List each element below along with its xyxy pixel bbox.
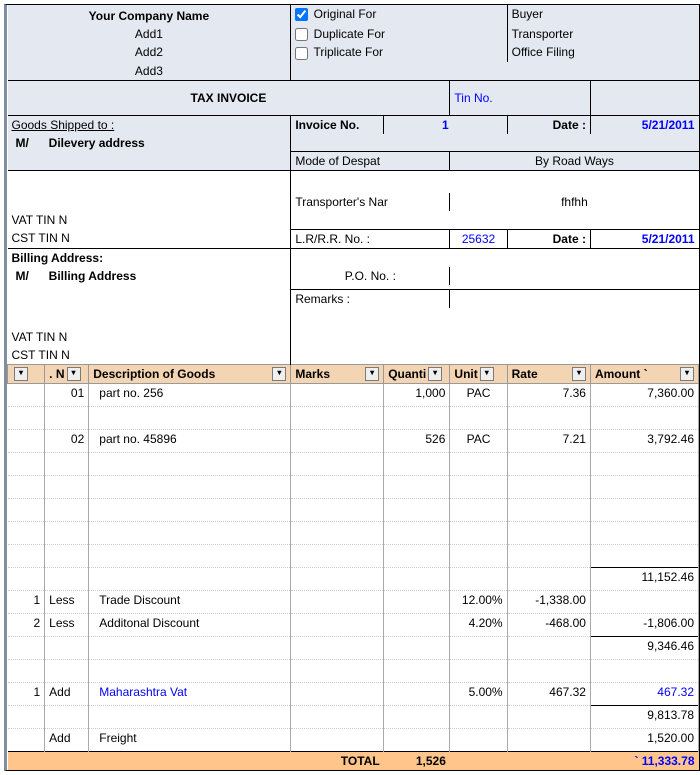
ship-prefix: M/: [8, 134, 45, 152]
col-amt[interactable]: Amount `▾: [590, 364, 698, 384]
duplicate-checkbox[interactable]: [295, 28, 308, 41]
po-label: P.O. No. :: [291, 267, 450, 285]
col-desc[interactable]: Description of Goods▾: [89, 364, 291, 384]
invoice-date: 5/21/2011: [590, 116, 698, 134]
bill-vat: VAT TIN N: [8, 328, 291, 346]
mode-label: Mode of Despat: [291, 152, 450, 171]
charge-row: 1 Less Trade Discount 12.00% -1,338.00: [8, 591, 699, 614]
transporter-label: Transporter's Nar: [291, 193, 450, 211]
total-amt: ` 11,333.78: [590, 752, 698, 771]
invoice-date-label: Date :: [507, 116, 590, 134]
subtotal: 11,152.46: [590, 568, 698, 591]
bill-name: Billing Address: [45, 267, 291, 285]
after-tax: 9,813.78: [590, 706, 698, 729]
original-checkbox[interactable]: [295, 8, 308, 21]
remarks-label: Remarks :: [291, 289, 450, 308]
company-add1: Add1: [8, 25, 291, 43]
freight-row: Add Freight 1,520.00: [8, 729, 699, 752]
col-n[interactable]: . N▾: [45, 364, 89, 384]
lr-value: 25632: [450, 229, 507, 248]
total-label: TOTAL: [291, 752, 384, 771]
bill-cst: CST TIN N: [8, 346, 291, 365]
item-row: 02 part no. 45896 526 PAC 7.21 3,792.46: [8, 430, 699, 453]
item-unit: PAC: [450, 384, 507, 407]
item-desc: part no. 256: [89, 384, 291, 407]
col-marks[interactable]: Marks▾: [291, 364, 384, 384]
duplicate-label: Duplicate For: [314, 27, 385, 41]
item-qty: 1,000: [384, 384, 450, 407]
ship-cst: CST TIN N: [8, 229, 291, 248]
ship-name: Dilevery address: [45, 134, 291, 152]
col-rate[interactable]: Rate▾: [507, 364, 590, 384]
triplicate-checkbox[interactable]: [295, 47, 308, 60]
item-n: 01: [45, 384, 89, 407]
mode-value: By Road Ways: [450, 152, 699, 171]
after-discount: 9,346.46: [590, 637, 698, 660]
item-amt: 7,360.00: [590, 384, 698, 407]
bill-prefix: M/: [8, 267, 45, 285]
invoice-no-label: Invoice No.: [291, 116, 384, 134]
company-add2: Add2: [8, 43, 291, 61]
ship-vat: VAT TIN N: [8, 211, 291, 229]
col-unit[interactable]: Unit▾: [450, 364, 507, 384]
item-row: 01 part no. 256 1,000 PAC 7.36 7,360.00: [8, 384, 699, 407]
col-blank[interactable]: ▾: [8, 364, 45, 384]
col-qty[interactable]: Quanti▾: [384, 364, 450, 384]
company-add3: Add3: [8, 62, 291, 81]
company-name: Your Company Name: [8, 5, 291, 25]
transporter-value: fhfhh: [450, 193, 699, 211]
invoice-no: 1: [384, 116, 507, 134]
lr-label: L.R/R.R. No. :: [291, 229, 450, 248]
duplicate-dest: Transporter: [507, 25, 698, 43]
charge-row: 2 Less Additonal Discount 4.20% -468.00 …: [8, 614, 699, 637]
original-label: Original For: [314, 7, 377, 21]
original-dest: Buyer: [507, 5, 698, 25]
lr-date-label: Date :: [507, 229, 590, 248]
tax-row: 1 Add Maharashtra Vat 5.00% 467.32 467.3…: [8, 683, 699, 706]
bill-heading: Billing Address:: [8, 249, 291, 267]
lr-date: 5/21/2011: [590, 229, 698, 248]
invoice-title: TAX INVOICE: [8, 80, 450, 115]
item-rate: 7.36: [507, 384, 590, 407]
triplicate-label: Triplicate For: [313, 45, 383, 59]
ship-heading: Goods Shipped to :: [12, 118, 115, 132]
triplicate-dest: Office Filing: [507, 43, 698, 61]
total-qty: 1,526: [384, 752, 450, 771]
tin-label: Tin No.: [450, 80, 591, 115]
